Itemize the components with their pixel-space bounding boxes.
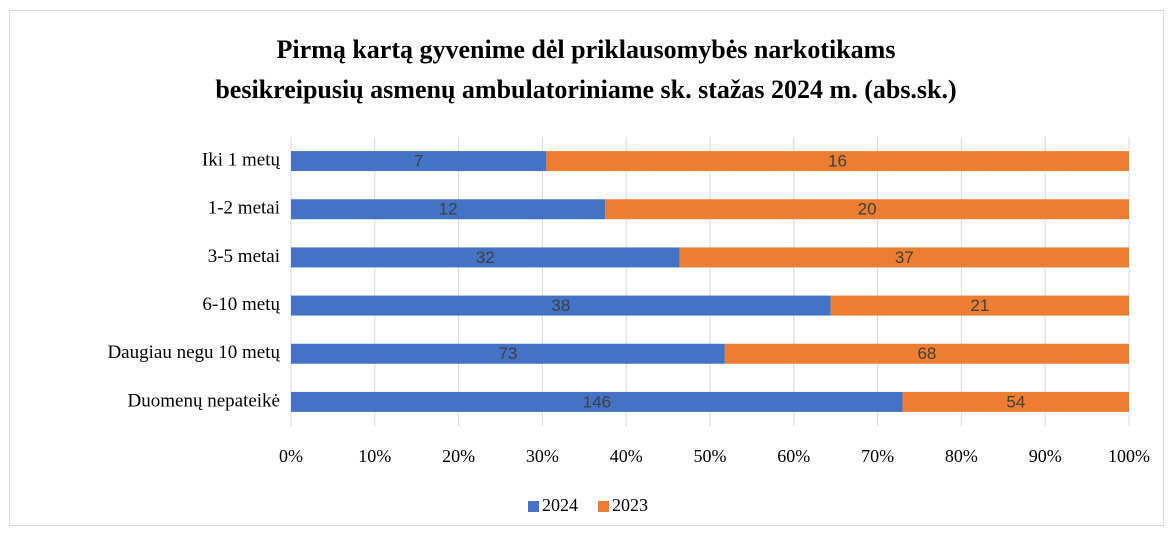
x-tick-label: 70%	[861, 446, 894, 466]
data-label: 54	[1006, 392, 1025, 411]
x-tick-label: 10%	[358, 446, 391, 466]
legend-swatch	[528, 501, 539, 512]
x-tick-label: 40%	[610, 446, 643, 466]
data-label: 68	[917, 344, 936, 363]
x-tick-label: 90%	[1029, 446, 1062, 466]
data-label: 38	[551, 296, 570, 315]
data-label: 37	[895, 248, 914, 267]
y-tick-label: Daugiau negu 10 metų	[107, 342, 280, 363]
chart-subtitle: besikreipusių asmenų ambulatoriniame sk.…	[215, 75, 956, 104]
x-tick-label: 20%	[442, 446, 475, 466]
chart-border	[9, 10, 1164, 526]
x-tick-label: 100%	[1108, 446, 1150, 466]
x-tick-label: 80%	[945, 446, 978, 466]
chart-title: Pirmą kartą gyvenime dėl priklausomybės …	[277, 35, 896, 64]
bar-segment	[291, 247, 680, 268]
data-label: 32	[476, 248, 495, 267]
data-label: 73	[498, 344, 517, 363]
y-tick-label: Duomenų nepateikė	[128, 390, 280, 411]
y-tick-label: Iki 1 metų	[202, 149, 281, 170]
bar-segment	[679, 247, 1129, 268]
bar-segment	[902, 391, 1129, 412]
data-label: 12	[439, 200, 458, 219]
bar-segment	[291, 151, 547, 172]
data-label: 7	[414, 152, 423, 171]
y-tick-label: 1-2 metai	[208, 198, 280, 219]
bar-segment	[291, 199, 606, 220]
bar-segment	[291, 295, 831, 316]
bar-segment	[605, 199, 1129, 220]
x-tick-label: 0%	[279, 446, 303, 466]
x-tick-label: 60%	[777, 446, 810, 466]
bar-segment	[546, 151, 1129, 172]
data-label: 16	[828, 152, 847, 171]
bar-segment	[724, 343, 1129, 364]
y-tick-label: 3-5 metai	[208, 246, 280, 267]
bar-segment	[291, 391, 903, 412]
x-tick-label: 30%	[526, 446, 559, 466]
legend-label: 2023	[612, 495, 648, 515]
data-label: 146	[583, 392, 611, 411]
legend-swatch	[598, 501, 609, 512]
data-label: 21	[970, 296, 989, 315]
bar-segment	[291, 343, 725, 364]
data-label: 20	[858, 200, 877, 219]
legend-label: 2024	[542, 495, 578, 515]
bar-segment	[830, 295, 1129, 316]
y-tick-label: 6-10 metų	[202, 294, 280, 315]
x-tick-label: 50%	[694, 446, 727, 466]
